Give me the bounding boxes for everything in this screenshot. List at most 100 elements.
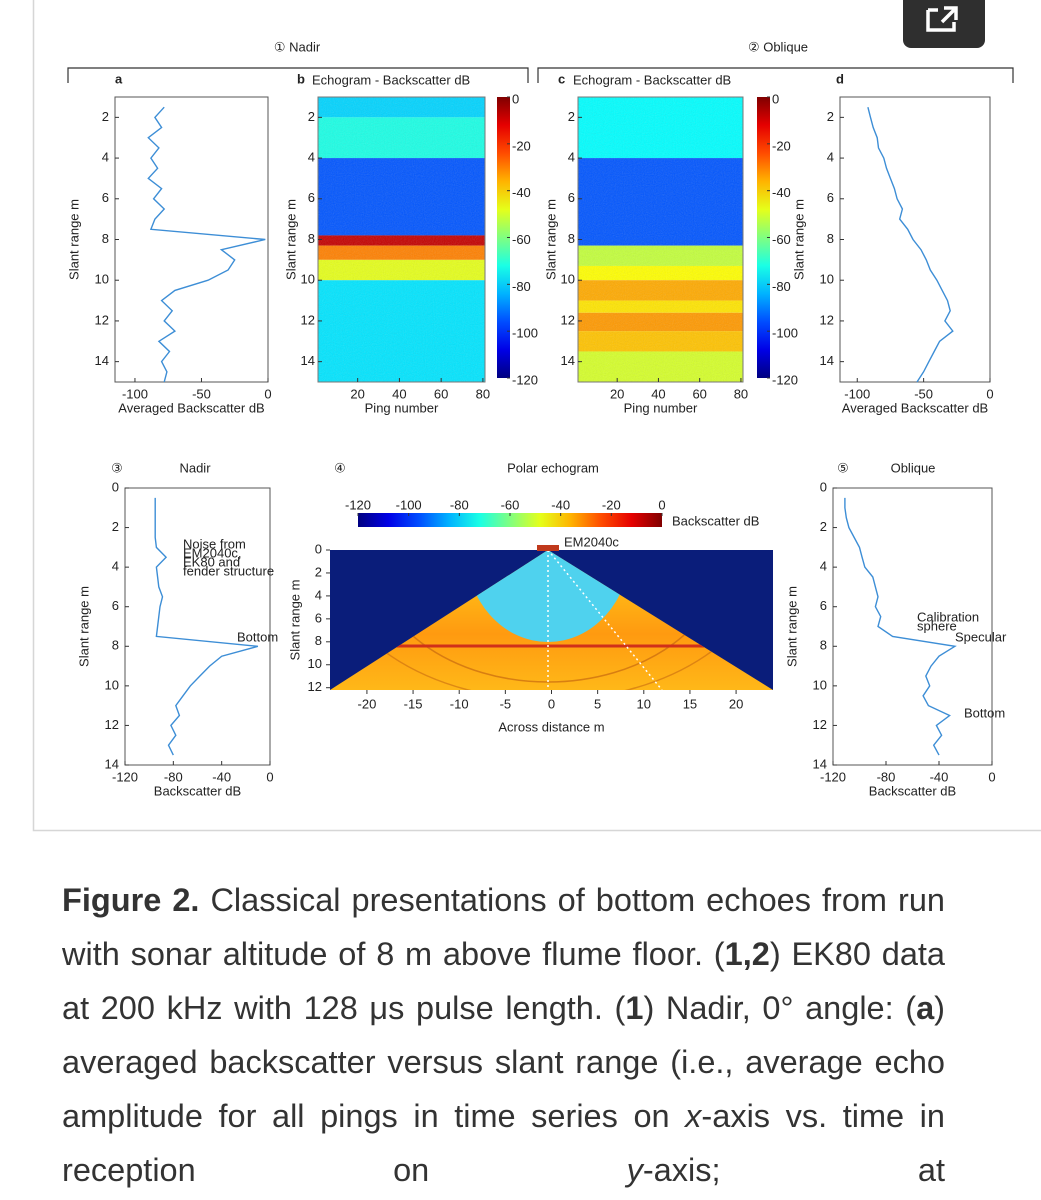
y-tick-label: 10 [95, 272, 109, 287]
colorbar-label: -120 [512, 372, 538, 387]
caption-segment: y [626, 1152, 643, 1188]
open-icon[interactable] [903, 0, 985, 48]
annotation: sphere [917, 618, 957, 633]
oblique-beam [547, 550, 663, 690]
x-tick-label: 0 [986, 386, 993, 401]
x-tick-label: -100 [122, 386, 148, 401]
y-tick-label: 4 [112, 559, 119, 574]
x-tick-label: -15 [404, 696, 423, 711]
panel-title: Nadir [179, 460, 211, 475]
y-axis-label: Slant range m [283, 199, 298, 280]
annotation: Bottom [237, 629, 278, 644]
y-tick-label: 10 [813, 677, 827, 692]
figure-frame [32, 0, 1041, 832]
y-tick-label: 12 [308, 679, 322, 694]
backscatter-profile [867, 107, 954, 383]
colorbar-label: -20 [602, 497, 621, 512]
y-tick-label: 10 [301, 272, 315, 287]
y-tick-label: 4 [308, 150, 315, 165]
colorbar-label: 0 [512, 91, 519, 106]
x-tick-label: -20 [358, 696, 377, 711]
y-tick-label: 0 [112, 479, 119, 494]
y-tick-label: 8 [315, 633, 322, 648]
colorbar-label: 0 [772, 91, 779, 106]
echo-band [318, 97, 485, 118]
echo-band [318, 245, 485, 260]
y-axis-label: Slant range m [76, 586, 91, 667]
y-tick-label: 0 [315, 541, 322, 556]
annotation: Bottom [964, 705, 1005, 720]
caption-segment: -axis vs. time in reception on [62, 1098, 945, 1188]
panel-title: b [297, 71, 305, 86]
x-axis-label: Backscatter dB [869, 783, 956, 798]
x-tick-label: 0 [264, 386, 271, 401]
y-tick-label: 14 [813, 756, 827, 771]
x-tick-label: 20 [350, 386, 364, 401]
y-tick-label: 2 [102, 109, 109, 124]
y-tick-label: 12 [813, 717, 827, 732]
echo-band [318, 235, 485, 246]
echo-band [578, 312, 743, 332]
echo-band [318, 158, 485, 236]
echo-band [578, 300, 743, 313]
group-brackets [67, 67, 1014, 83]
x-tick-label: 0 [548, 696, 555, 711]
colorbar-label: -100 [512, 326, 538, 341]
colorbar-label: -40 [512, 185, 531, 200]
x-tick-label: -40 [212, 769, 231, 784]
group-label: ② Oblique [748, 39, 808, 54]
y-axis-label: Slant range m [784, 586, 799, 667]
caption-segment: a [916, 990, 935, 1026]
colorbar-label: -40 [551, 497, 570, 512]
x-tick-label: 5 [594, 696, 601, 711]
x-tick-label: 80 [734, 386, 748, 401]
caption-segment: Classical presentations of bottom echoes… [62, 882, 945, 972]
caption-segment: Figure 2. [62, 882, 200, 918]
colorbar-label: -100 [396, 497, 422, 512]
echo-band [578, 351, 743, 382]
x-tick-label: 0 [266, 769, 273, 784]
x-tick-label: 80 [476, 386, 490, 401]
y-tick-label: 2 [827, 109, 834, 124]
y-tick-label: 14 [561, 353, 575, 368]
y-tick-label: 8 [308, 231, 315, 246]
y-axis-label: Slant range m [543, 199, 558, 280]
y-tick-label: 2 [315, 564, 322, 579]
y-tick-label: 12 [561, 312, 575, 327]
colorbar-label: -20 [772, 138, 791, 153]
y-axis-label: Slant range m [287, 580, 302, 661]
caption-segment: ) EK80 data at 200 kHz with 128 μs pulse… [62, 936, 946, 1026]
icon-bg[interactable] [903, 0, 985, 48]
icon-glyph[interactable] [926, 6, 958, 32]
x-tick-label: -80 [164, 769, 183, 784]
polar-shapes [330, 545, 773, 690]
y-tick-label: 14 [301, 353, 315, 368]
panel-title: d [836, 71, 844, 86]
y-tick-label: 8 [568, 231, 575, 246]
colorbar-label: -60 [512, 232, 531, 247]
echo-band [318, 280, 485, 382]
figure-caption: Figure 2. Classical presentations of bot… [62, 873, 945, 1197]
colorbar-label: -40 [772, 185, 791, 200]
annotation: fender structure [183, 563, 274, 578]
colorbar [757, 97, 770, 378]
y-tick-label: 4 [820, 559, 827, 574]
colorbar [497, 97, 510, 378]
caption-segment: x [685, 1098, 702, 1134]
y-tick-label: 12 [95, 312, 109, 327]
panel-badge: ④ [334, 460, 346, 475]
y-tick-label: 2 [820, 519, 827, 534]
colorbar-label: -80 [512, 279, 531, 294]
y-tick-label: 4 [568, 150, 575, 165]
x-tick-label: 60 [434, 386, 448, 401]
y-tick-label: 2 [112, 519, 119, 534]
y-tick-label: 10 [820, 272, 834, 287]
y-tick-label: 6 [315, 610, 322, 625]
y-tick-label: 12 [105, 717, 119, 732]
colorbar-label: -120 [772, 372, 798, 387]
colorbar-label: -120 [345, 497, 371, 512]
x-tick-label: 15 [683, 696, 697, 711]
colorbar-label: -60 [501, 497, 520, 512]
sonar-marker [537, 545, 559, 551]
